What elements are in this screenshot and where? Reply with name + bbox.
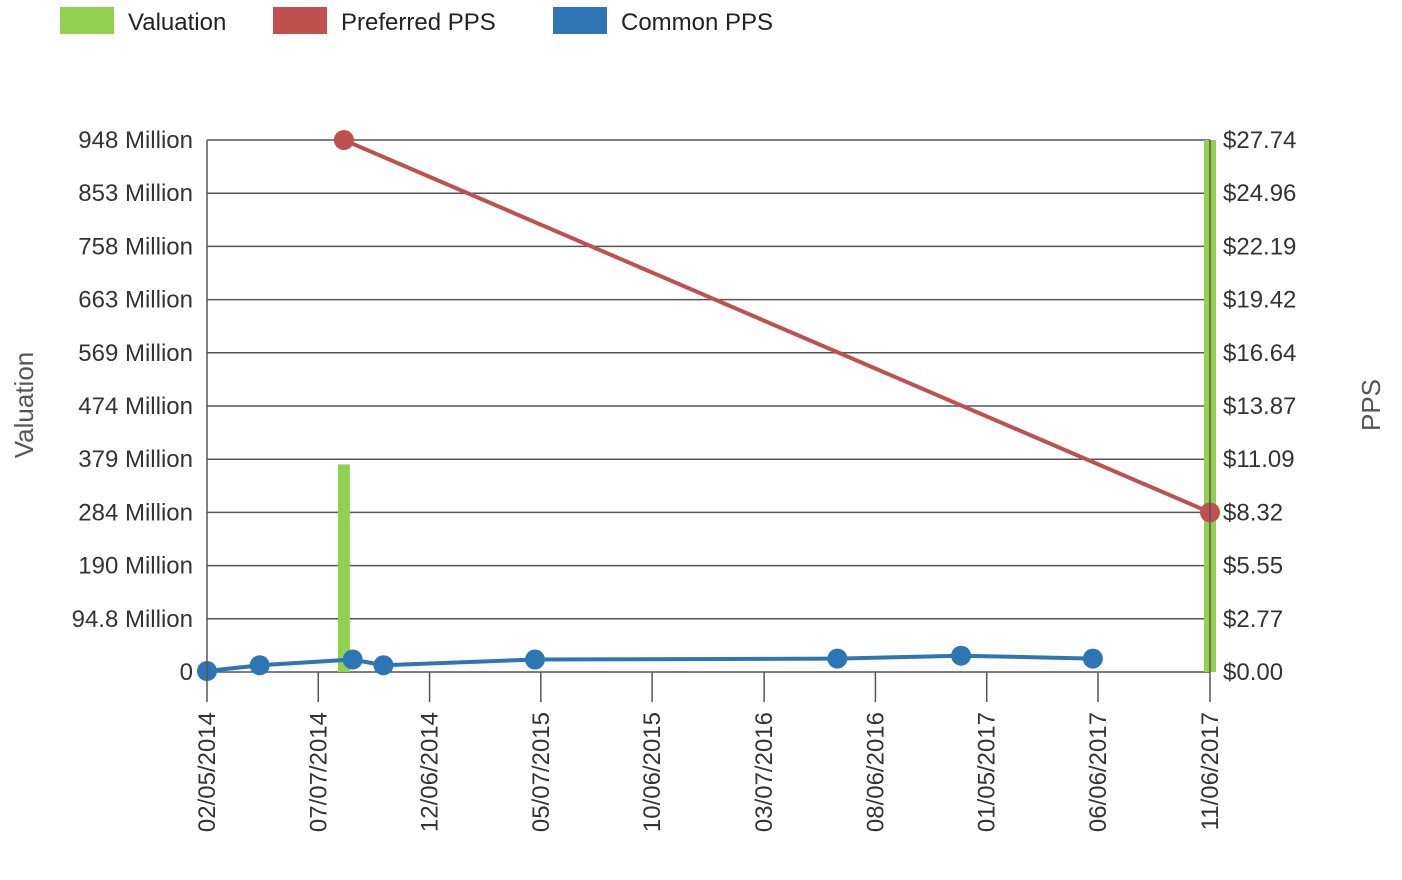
common-pps-point[interactable]: [373, 655, 394, 676]
right-axis-tick-label: $16.64: [1223, 340, 1296, 367]
legend-swatch-preferred-pps: [273, 7, 327, 34]
axes: 0 $0.00 94.8 Million $2.77 190 Million $5.55 2…: [72, 127, 1297, 832]
x-tick-label: 02/05/2014: [194, 712, 221, 832]
right-axis-tick-label: $27.74: [1223, 127, 1296, 154]
left-axis-title: Valuation: [9, 352, 39, 459]
legend-swatch-common-pps: [553, 7, 607, 34]
legend-label-valuation: Valuation: [128, 9, 226, 36]
common-pps-line: [206, 653, 1093, 673]
common-pps-point[interactable]: [524, 649, 545, 670]
x-tick-label: 11/06/2017: [1197, 712, 1224, 830]
preferred-pps-point[interactable]: [333, 130, 354, 150]
left-axis-tick-label: 0: [180, 659, 193, 686]
right-axis-tick-label: $22.19: [1223, 233, 1296, 260]
left-axis-tick-label: 474 Million: [78, 393, 193, 420]
left-axis-tick-label: 569 Million: [78, 340, 193, 367]
preferred-pps-line: [343, 138, 1211, 515]
left-axis-tick-label: 853 Million: [78, 180, 193, 207]
pps-lines: [197, 130, 1220, 682]
right-axis-tick-label: $19.42: [1223, 287, 1296, 314]
right-axis-tick-label: $11.09: [1223, 446, 1295, 473]
left-axis-tick-label: 190 Million: [78, 553, 193, 580]
x-tick-label: 01/05/2017: [974, 712, 1001, 832]
x-tick-label: 05/07/2015: [528, 712, 555, 832]
legend-swatch-valuation: [60, 7, 114, 34]
right-axis-tick-label: $13.87: [1223, 393, 1296, 420]
x-tick-label: 10/06/2015: [639, 712, 666, 832]
legend-label-preferred-pps: Preferred PPS: [341, 9, 496, 36]
left-axis-tick-label: 379 Million: [78, 446, 193, 473]
common-pps-point[interactable]: [249, 655, 270, 676]
legend-label-common-pps: Common PPS: [621, 9, 773, 36]
right-axis-title: PPS: [1356, 379, 1386, 431]
right-axis-tick-label: $24.96: [1223, 180, 1296, 207]
legend: Valuation Preferred PPS Common PPS: [60, 7, 773, 36]
right-axis-tick-label: $0.00: [1223, 659, 1283, 686]
left-axis-tick-label: 758 Million: [78, 233, 193, 260]
common-pps-point[interactable]: [827, 648, 848, 669]
left-axis-tick-label: 663 Million: [78, 287, 193, 314]
right-axis-tick-label: $5.55: [1223, 553, 1283, 580]
left-axis-tick-label: 94.8 Million: [72, 606, 193, 633]
common-pps-point[interactable]: [951, 645, 972, 666]
x-tick-label: 08/06/2016: [862, 712, 889, 832]
right-axis-tick-label: $2.77: [1223, 606, 1283, 633]
right-axis-tick-label: $8.32: [1223, 499, 1283, 526]
common-pps-point[interactable]: [1082, 648, 1103, 669]
left-axis-tick-label: 948 Million: [78, 127, 193, 154]
common-pps-point[interactable]: [342, 649, 363, 670]
valuation-bar: [337, 464, 350, 672]
x-tick-label: 12/06/2014: [417, 712, 444, 832]
x-tick-label: 06/06/2017: [1085, 712, 1112, 832]
x-tick-label: 03/07/2016: [751, 712, 778, 832]
left-axis-tick-label: 284 Million: [78, 499, 193, 526]
gridlines: [207, 139, 1210, 673]
x-tick-label: 07/07/2014: [305, 712, 332, 832]
